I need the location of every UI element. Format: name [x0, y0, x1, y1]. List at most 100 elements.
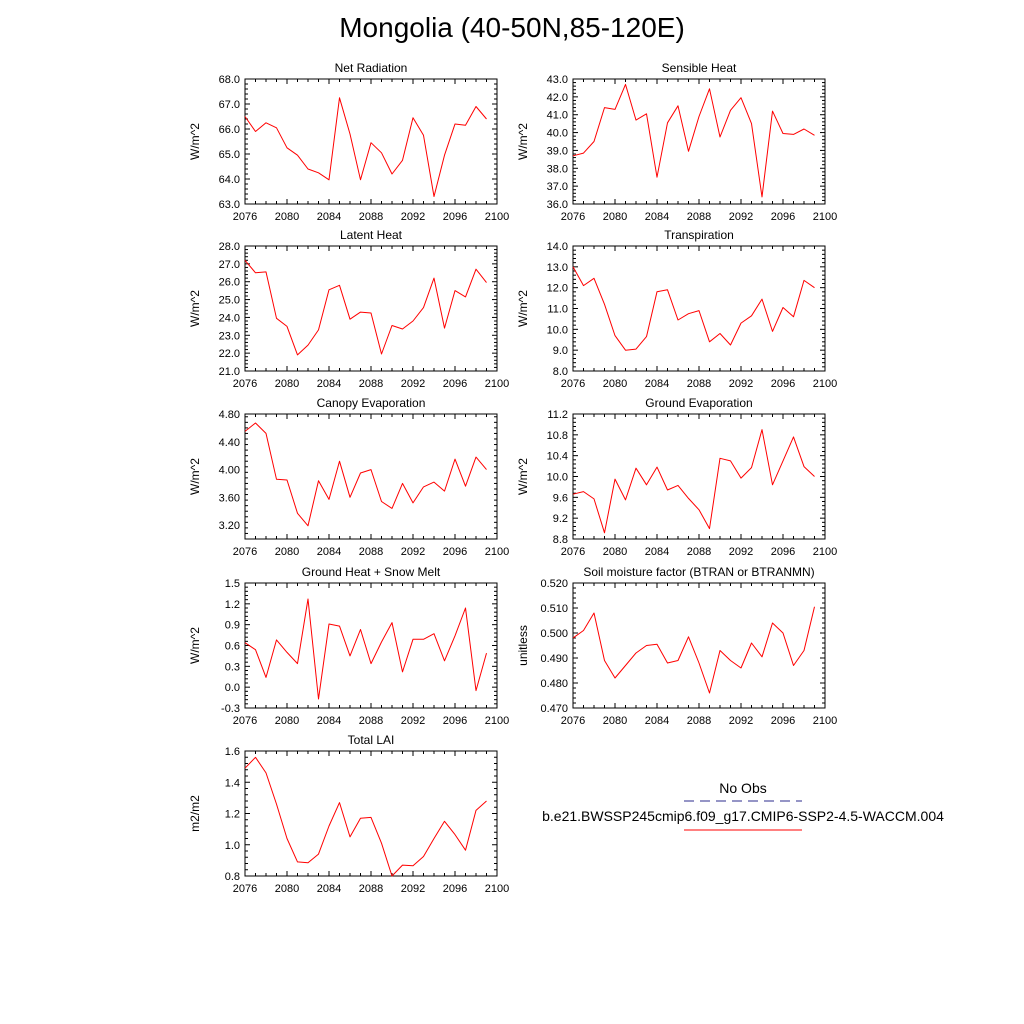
y-axis-label: W/m^2	[188, 123, 202, 160]
plot-frame	[244, 750, 498, 877]
y-tick-label: 41.0	[547, 110, 568, 122]
chart-title: Sensible Heat	[662, 61, 737, 75]
chart-title: Total LAI	[348, 733, 395, 747]
x-tick-label: 2092	[401, 378, 425, 390]
y-tick-label: 24.0	[219, 312, 240, 324]
x-tick-label: 2076	[233, 546, 257, 558]
x-tick-label: 2084	[645, 715, 669, 727]
chart-title: Latent Heat	[340, 228, 403, 242]
x-tick-label: 2092	[729, 211, 753, 223]
x-tick-label: 2080	[275, 883, 299, 895]
x-tick-label: 2076	[561, 546, 585, 558]
y-axis-label: W/m^2	[516, 458, 530, 495]
x-tick-label: 2076	[233, 715, 257, 727]
x-tick-label: 2080	[603, 211, 627, 223]
y-tick-label: 25.0	[219, 295, 240, 307]
y-tick-label: 0.0	[225, 682, 240, 694]
y-tick-label: 13.0	[547, 262, 568, 274]
chart-panel-5: 2076 2080 2084 2088 2092 2096 2100 3.20 3.60 4.00…	[188, 396, 509, 558]
x-tick-label: 2084	[645, 546, 669, 558]
chart-title: Canopy Evaporation	[317, 396, 426, 410]
x-tick-label: 2092	[401, 883, 425, 895]
chart-title: Net Radiation	[335, 61, 408, 75]
x-tick-label: 2096	[443, 883, 467, 895]
y-tick-label: 1.0	[225, 840, 240, 852]
chart-panel-1: 2076 2080 2084 2088 2092 2096 2100 63.0 64.0 65.0…	[188, 61, 509, 223]
legend-obs-swatch	[684, 800, 802, 802]
chart-panel-7: 2076 2080 2084 2088 2092 2096 2100 -0.3 0.0 0.3 0.…	[188, 565, 509, 727]
x-tick-label: 2096	[443, 378, 467, 390]
x-tick-label: 2080	[603, 546, 627, 558]
y-axis-label: W/m^2	[188, 627, 202, 664]
y-tick-label: 42.0	[547, 92, 568, 104]
x-tick-label: 2100	[485, 883, 509, 895]
y-tick-label: 1.4	[225, 777, 240, 789]
y-tick-label: 27.0	[219, 259, 240, 271]
y-tick-label: 43.0	[547, 74, 568, 86]
x-tick-label: 2092	[729, 546, 753, 558]
y-tick-label: 36.0	[547, 199, 568, 211]
y-tick-label: 4.80	[219, 409, 240, 421]
x-tick-label: 2076	[233, 378, 257, 390]
x-tick-label: 2076	[233, 211, 257, 223]
x-tick-label: 2084	[317, 378, 341, 390]
y-tick-label: 0.3	[225, 661, 240, 673]
series-line	[244, 422, 487, 527]
y-tick-label: 10.4	[547, 451, 568, 463]
legend-obs-label: No Obs	[719, 780, 767, 796]
y-tick-label: 40.0	[547, 128, 568, 140]
y-tick-label: 0.490	[540, 653, 568, 665]
y-tick-label: 21.0	[219, 366, 240, 378]
series-line	[572, 429, 815, 534]
series-line	[244, 598, 487, 700]
y-tick-label: 10.0	[547, 472, 568, 484]
x-tick-label: 2088	[687, 211, 711, 223]
y-axis-label: W/m^2	[516, 290, 530, 327]
y-tick-label: 23.0	[219, 330, 240, 342]
y-tick-label: 64.0	[219, 174, 240, 186]
x-tick-label: 2092	[401, 211, 425, 223]
chart-title: Soil moisture factor (BTRAN or BTRANMN)	[583, 565, 814, 579]
y-tick-label: 3.20	[219, 520, 240, 532]
y-tick-label: 0.520	[540, 578, 568, 590]
plot-frame	[572, 245, 826, 372]
y-tick-label: 1.6	[225, 746, 240, 758]
y-tick-label: 65.0	[219, 149, 240, 161]
legend-model-label: b.e21.BWSSP245cmip6.f09_g17.CMIP6-SSP2-4…	[542, 808, 944, 824]
x-tick-label: 2088	[359, 546, 383, 558]
x-tick-label: 2096	[443, 715, 467, 727]
chart-panel-2: 2076 2080 2084 2088 2092 2096 2100 36.0 37.0 38.0…	[516, 61, 837, 223]
x-tick-label: 2100	[813, 211, 837, 223]
chart-title: Transpiration	[664, 228, 734, 242]
y-tick-label: 68.0	[219, 74, 240, 86]
plot-frame	[244, 582, 498, 709]
x-tick-label: 2100	[485, 546, 509, 558]
y-tick-label: 1.2	[225, 599, 240, 611]
series-line	[572, 83, 815, 198]
x-tick-label: 2100	[485, 378, 509, 390]
y-tick-label: 37.0	[547, 181, 568, 193]
y-tick-label: 67.0	[219, 99, 240, 111]
plot-frame	[572, 413, 826, 540]
x-tick-label: 2084	[317, 211, 341, 223]
x-tick-label: 2084	[317, 715, 341, 727]
page-title: Mongolia (40-50N,85-120E)	[339, 12, 685, 43]
y-tick-label: 12.0	[547, 283, 568, 295]
chart-panel-4: 2076 2080 2084 2088 2092 2096 2100 8.0 9.0 10.0 11…	[516, 228, 837, 390]
x-tick-label: 2076	[561, 211, 585, 223]
chart-panel-6: 2076 2080 2084 2088 2092 2096 2100 8.8 9.2 9.6 10.…	[516, 396, 837, 558]
y-tick-label: 28.0	[219, 241, 240, 253]
chart-title: Ground Heat + Snow Melt	[302, 565, 441, 579]
x-tick-label: 2088	[359, 378, 383, 390]
chart-title: Ground Evaporation	[645, 396, 752, 410]
x-tick-label: 2076	[233, 883, 257, 895]
y-axis-label: m2/m2	[188, 795, 202, 832]
series-line	[244, 259, 487, 356]
series-line	[244, 97, 487, 197]
x-tick-label: 2092	[401, 546, 425, 558]
plot-frame	[244, 78, 498, 205]
y-axis-label: W/m^2	[516, 123, 530, 160]
x-tick-label: 2084	[317, 546, 341, 558]
